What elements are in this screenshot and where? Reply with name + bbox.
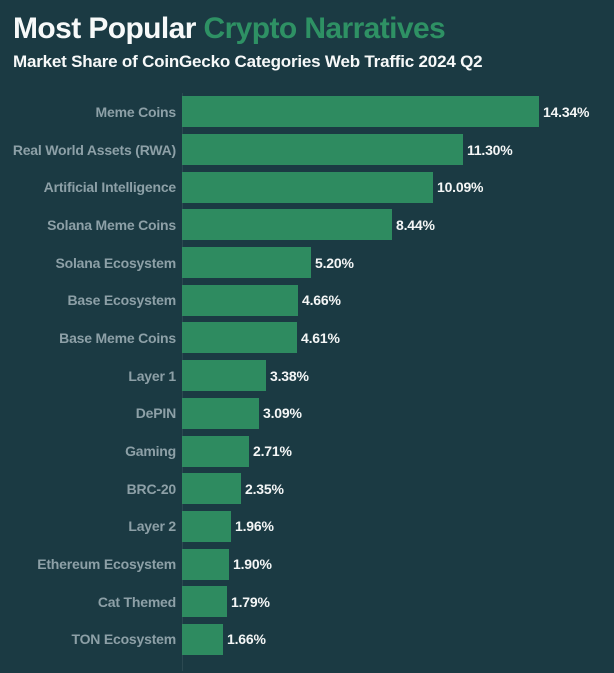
bar-row: Real World Assets (RWA) 11.30% bbox=[0, 131, 614, 169]
bar-row: Layer 1 3.38% bbox=[0, 357, 614, 395]
category-label: Ethereum Ecosystem bbox=[37, 556, 176, 573]
value-label: 3.38% bbox=[270, 367, 309, 384]
bar bbox=[182, 586, 227, 618]
bar bbox=[182, 397, 259, 429]
page-title: Most Popular Crypto Narratives bbox=[13, 12, 600, 46]
value-label: 5.20% bbox=[315, 254, 354, 271]
value-label: 1.90% bbox=[233, 556, 272, 573]
bar bbox=[182, 623, 223, 655]
page-subtitle: Market Share of CoinGecko Categories Web… bbox=[13, 52, 483, 71]
value-label: 10.09% bbox=[437, 179, 484, 196]
bar-row: Solana Ecosystem 5.20% bbox=[0, 244, 614, 282]
bar-row: Artificial Intelligence 10.09% bbox=[0, 168, 614, 206]
bar bbox=[182, 134, 463, 166]
bar-row: Base Meme Coins 4.61% bbox=[0, 319, 614, 357]
bar bbox=[182, 247, 311, 279]
value-label: 11.30% bbox=[467, 141, 513, 158]
bar-row: Solana Meme Coins 8.44% bbox=[0, 206, 614, 244]
category-label: BRC-20 bbox=[126, 480, 177, 497]
bar bbox=[182, 510, 231, 542]
value-label: 4.61% bbox=[301, 329, 340, 346]
category-label: TON Ecosystem bbox=[71, 631, 176, 648]
category-label: Layer 2 bbox=[128, 518, 176, 535]
bar-row: Ethereum Ecosystem 1.90% bbox=[0, 545, 614, 583]
bar bbox=[182, 322, 297, 354]
category-label: Solana Meme Coins bbox=[47, 216, 176, 233]
category-label: Base Meme Coins bbox=[59, 329, 176, 346]
category-label: Meme Coins bbox=[95, 103, 177, 120]
bar-row: TON Ecosystem 1.66% bbox=[0, 621, 614, 659]
bar bbox=[182, 473, 241, 505]
chart-header: Most Popular Crypto Narratives Market Sh… bbox=[0, 0, 614, 72]
value-label: 2.71% bbox=[253, 443, 292, 460]
bar-row: Cat Themed 1.79% bbox=[0, 583, 614, 621]
title-highlight: Crypto Narratives bbox=[203, 12, 446, 45]
value-label: 8.44% bbox=[396, 216, 435, 233]
value-label: 2.35% bbox=[245, 480, 284, 497]
bar-chart: Meme Coins 14.34% Real World Assets (RWA) 1… bbox=[0, 93, 614, 671]
category-label: Solana Ecosystem bbox=[55, 254, 176, 271]
value-label: 14.34% bbox=[543, 103, 590, 120]
value-label: 1.96% bbox=[235, 518, 274, 535]
bar bbox=[182, 96, 539, 128]
category-label: Cat Themed bbox=[97, 593, 176, 610]
bar bbox=[182, 360, 266, 392]
bar bbox=[182, 435, 249, 467]
bar-row: Layer 2 1.96% bbox=[0, 508, 614, 546]
bar-row: Base Ecosystem 4.66% bbox=[0, 281, 614, 319]
category-label: Artificial Intelligence bbox=[43, 179, 177, 196]
title-prefix: Most Popular bbox=[13, 12, 204, 45]
category-label: Base Ecosystem bbox=[67, 292, 177, 309]
category-label: Gaming bbox=[125, 443, 176, 460]
bar-row: Gaming 2.71% bbox=[0, 432, 614, 470]
category-label: DePIN bbox=[135, 405, 176, 422]
value-label: 1.66% bbox=[227, 631, 266, 648]
bar-row: BRC-20 2.35% bbox=[0, 470, 614, 508]
bar bbox=[182, 209, 392, 241]
bar-row: Meme Coins 14.34% bbox=[0, 93, 614, 131]
bar bbox=[182, 171, 433, 203]
category-label: Real World Assets (RWA) bbox=[12, 141, 176, 158]
bar bbox=[182, 548, 229, 580]
bar-rows: Meme Coins 14.34% Real World Assets (RWA) 1… bbox=[0, 93, 614, 658]
value-label: 4.66% bbox=[302, 292, 341, 309]
bar-row: DePIN 3.09% bbox=[0, 395, 614, 433]
category-label: Layer 1 bbox=[128, 367, 176, 384]
value-label: 1.79% bbox=[231, 593, 270, 610]
value-label: 3.09% bbox=[263, 405, 302, 422]
bar bbox=[182, 284, 298, 316]
